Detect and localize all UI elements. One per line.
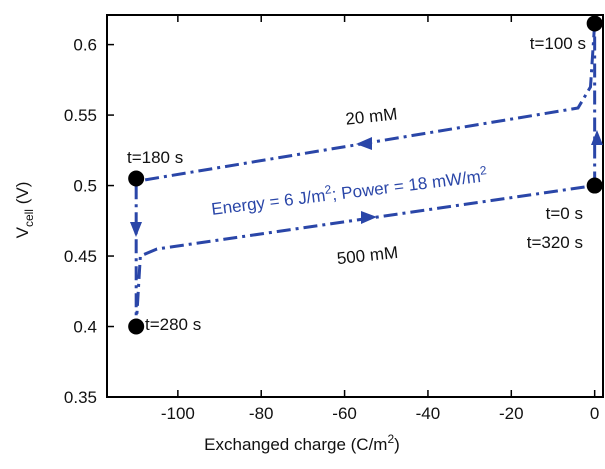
annotation: 500 mM xyxy=(336,243,399,268)
annotation: t=0 s xyxy=(546,204,583,223)
x-label-sup: 2 xyxy=(387,432,394,446)
energy-text: Energy = 6 J/m xyxy=(210,186,326,219)
annotation: t=100 s xyxy=(530,34,586,53)
x-axis-label: Exchanged charge (C/m2) xyxy=(204,432,400,454)
x-tick-label: -40 xyxy=(416,404,441,423)
x-label-text: ) xyxy=(394,435,400,454)
state-point xyxy=(128,170,145,187)
annotation: t=180 s xyxy=(127,148,183,167)
x-label-text: Exchanged charge (C/m xyxy=(204,435,387,454)
energy-annotation: Energy = 6 J/m2; Power = 18 mW/m2 xyxy=(210,163,489,219)
state-point xyxy=(586,177,603,194)
energy-text: ; Power = 18 mW/m xyxy=(331,167,482,204)
cycle-line xyxy=(134,23,597,327)
y-label-sub: cell xyxy=(22,209,36,227)
plot-frame xyxy=(106,14,604,398)
annotation: 20 mM xyxy=(345,104,399,128)
state-point xyxy=(586,15,603,32)
y-axis-label: Vcell (V) xyxy=(13,182,36,239)
y-label-text: V xyxy=(13,226,32,238)
y-tick-label: 0.6 xyxy=(73,36,97,55)
y-tick-label: 0.4 xyxy=(73,318,97,337)
y-tick-label: 0.45 xyxy=(64,247,97,266)
annotation: t=280 s xyxy=(145,315,201,334)
x-tick-label: -80 xyxy=(249,404,274,423)
y-tick-label: 0.5 xyxy=(73,177,97,196)
x-tick-label: -20 xyxy=(499,404,524,423)
arrow xyxy=(591,130,603,145)
energy-sup: 2 xyxy=(324,182,333,197)
y-tick-label: 0.55 xyxy=(64,106,97,125)
x-tick-label: 0 xyxy=(590,404,599,423)
y-label-text: (V) xyxy=(13,182,32,209)
arrow xyxy=(130,222,142,237)
y-tick-label: 0.35 xyxy=(64,388,97,407)
x-tick-label: -100 xyxy=(161,404,195,423)
annotation: t=320 s xyxy=(527,233,583,252)
state-point xyxy=(128,318,145,335)
x-tick-label: -60 xyxy=(332,404,357,423)
energy-sup: 2 xyxy=(479,163,488,178)
